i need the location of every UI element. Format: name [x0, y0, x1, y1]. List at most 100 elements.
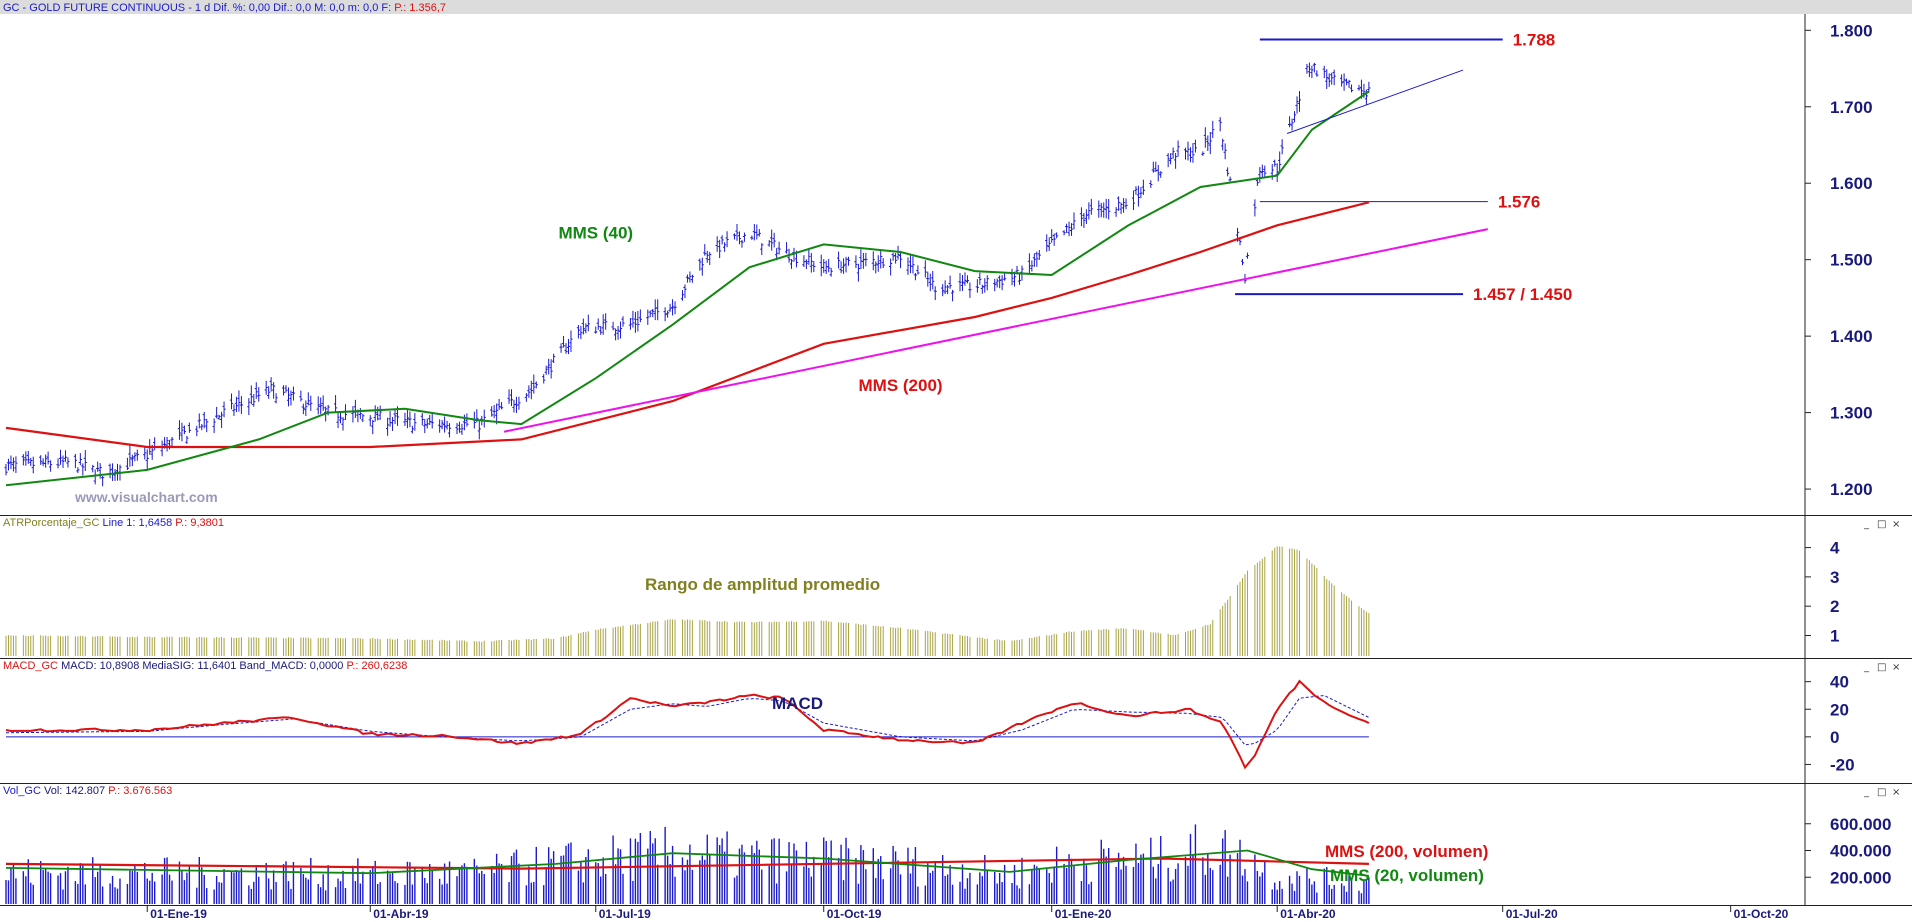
- price-bar: [128, 444, 132, 467]
- price-bar: [725, 231, 729, 248]
- price-bar: [376, 406, 380, 421]
- price-bar: [306, 392, 310, 406]
- atr-axis: 1 2 3 4: [1805, 539, 1840, 645]
- price-bar: [56, 458, 60, 469]
- price-bar: [908, 255, 913, 274]
- price-bar: [170, 437, 174, 448]
- price-bar: [1121, 198, 1126, 213]
- atr-maximize-icon[interactable]: □: [1877, 519, 1886, 530]
- price-bar: [1357, 84, 1361, 91]
- price-bar: [378, 405, 382, 420]
- y-tick-label: 1.500: [1830, 251, 1873, 270]
- price-bar: [351, 406, 355, 423]
- price-bar: [93, 469, 97, 485]
- price-bar: [621, 316, 625, 327]
- trendline-triangle-upper: [1286, 69, 1464, 134]
- price-bar: [200, 424, 204, 431]
- price-bar: [512, 399, 516, 413]
- price-bar: [891, 252, 895, 261]
- volume-axis: 200.000 400.000 600.000: [1805, 815, 1891, 887]
- price-bar: [735, 223, 739, 241]
- price-bar: [130, 454, 134, 467]
- x-tick-label: 01-Ene-20: [1055, 907, 1112, 921]
- price-bar: [673, 301, 677, 315]
- price-bar: [755, 224, 759, 240]
- price-bar: [596, 318, 600, 330]
- price-annotation: MMS (200): [859, 376, 943, 395]
- atr-minimize-icon[interactable]: _: [1863, 519, 1870, 530]
- macd-close-icon[interactable]: ×: [1892, 662, 1900, 673]
- price-bar: [1327, 73, 1331, 87]
- y-tick-label: -20: [1830, 755, 1855, 774]
- price-bar: [742, 232, 747, 242]
- price-bar: [1193, 139, 1198, 153]
- price-bar: [309, 395, 313, 411]
- price-bar: [1221, 138, 1225, 151]
- price-bar: [1045, 234, 1049, 252]
- price-bar: [507, 389, 511, 404]
- price-bar: [1191, 143, 1195, 163]
- price-bar: [361, 413, 365, 422]
- price-bar: [552, 353, 556, 363]
- price-bar: [39, 455, 43, 465]
- price-bar: [1079, 207, 1084, 227]
- price-bar: [405, 410, 410, 429]
- vol-minimize-icon[interactable]: _: [1863, 787, 1870, 798]
- atr-close-icon[interactable]: ×: [1892, 519, 1900, 530]
- price-bar: [985, 275, 989, 291]
- price-bar: [757, 229, 761, 237]
- price-bar: [299, 390, 303, 402]
- price-bar: [333, 395, 338, 412]
- price-bar: [618, 321, 623, 339]
- price-bar: [1104, 198, 1108, 219]
- price-bar: [1290, 118, 1294, 131]
- macd-minimize-icon[interactable]: _: [1863, 662, 1870, 673]
- price-bar: [438, 419, 442, 433]
- price-bar: [975, 279, 979, 293]
- price-bar: [760, 243, 764, 256]
- atr-window-controls: _ □ ×: [1863, 519, 1900, 530]
- price-bar: [1099, 202, 1103, 218]
- price-bar: [257, 387, 261, 402]
- price-bar: [564, 343, 568, 354]
- y-tick-label: 40: [1830, 673, 1849, 692]
- price-bar: [1258, 167, 1262, 183]
- price-bar: [1003, 272, 1007, 281]
- price-annotations: 1.788 1.576 1.457 / 1.450 MMS (40) MMS (200): [558, 30, 1572, 395]
- price-bar: [1305, 63, 1309, 74]
- price-bar: [113, 469, 117, 481]
- price-annotation: MMS (40): [558, 223, 633, 242]
- vol-close-icon[interactable]: ×: [1892, 787, 1900, 798]
- price-bar: [341, 417, 345, 431]
- price-bar: [928, 273, 932, 292]
- price-bar: [616, 325, 620, 340]
- price-bar: [705, 250, 709, 263]
- price-bar: [338, 412, 343, 424]
- price-bar: [1245, 252, 1250, 259]
- price-bar: [613, 328, 618, 341]
- price-bar: [688, 271, 692, 283]
- macd-maximize-icon[interactable]: □: [1877, 662, 1886, 673]
- price-bar: [445, 420, 449, 430]
- price-bar: [133, 452, 137, 462]
- price-bar: [1349, 84, 1354, 93]
- price-bar: [252, 394, 256, 407]
- price-bar: [477, 420, 481, 440]
- price-bar: [948, 275, 952, 289]
- macd-lines: [5, 679, 1370, 770]
- price-bar: [274, 393, 278, 404]
- price-bar: [457, 421, 462, 433]
- price-bar: [923, 260, 927, 278]
- price-bar: [1067, 221, 1071, 237]
- price-bar: [232, 404, 236, 416]
- y-tick-label: 1: [1830, 626, 1839, 645]
- atr-histogram: [5, 546, 1370, 656]
- price-bar: [998, 275, 1002, 289]
- price-bar: [1228, 176, 1232, 182]
- price-bar: [291, 386, 296, 401]
- vol-maximize-icon[interactable]: □: [1877, 787, 1886, 798]
- price-bar: [995, 278, 999, 288]
- price-bar: [651, 308, 655, 318]
- price-bar: [96, 461, 100, 472]
